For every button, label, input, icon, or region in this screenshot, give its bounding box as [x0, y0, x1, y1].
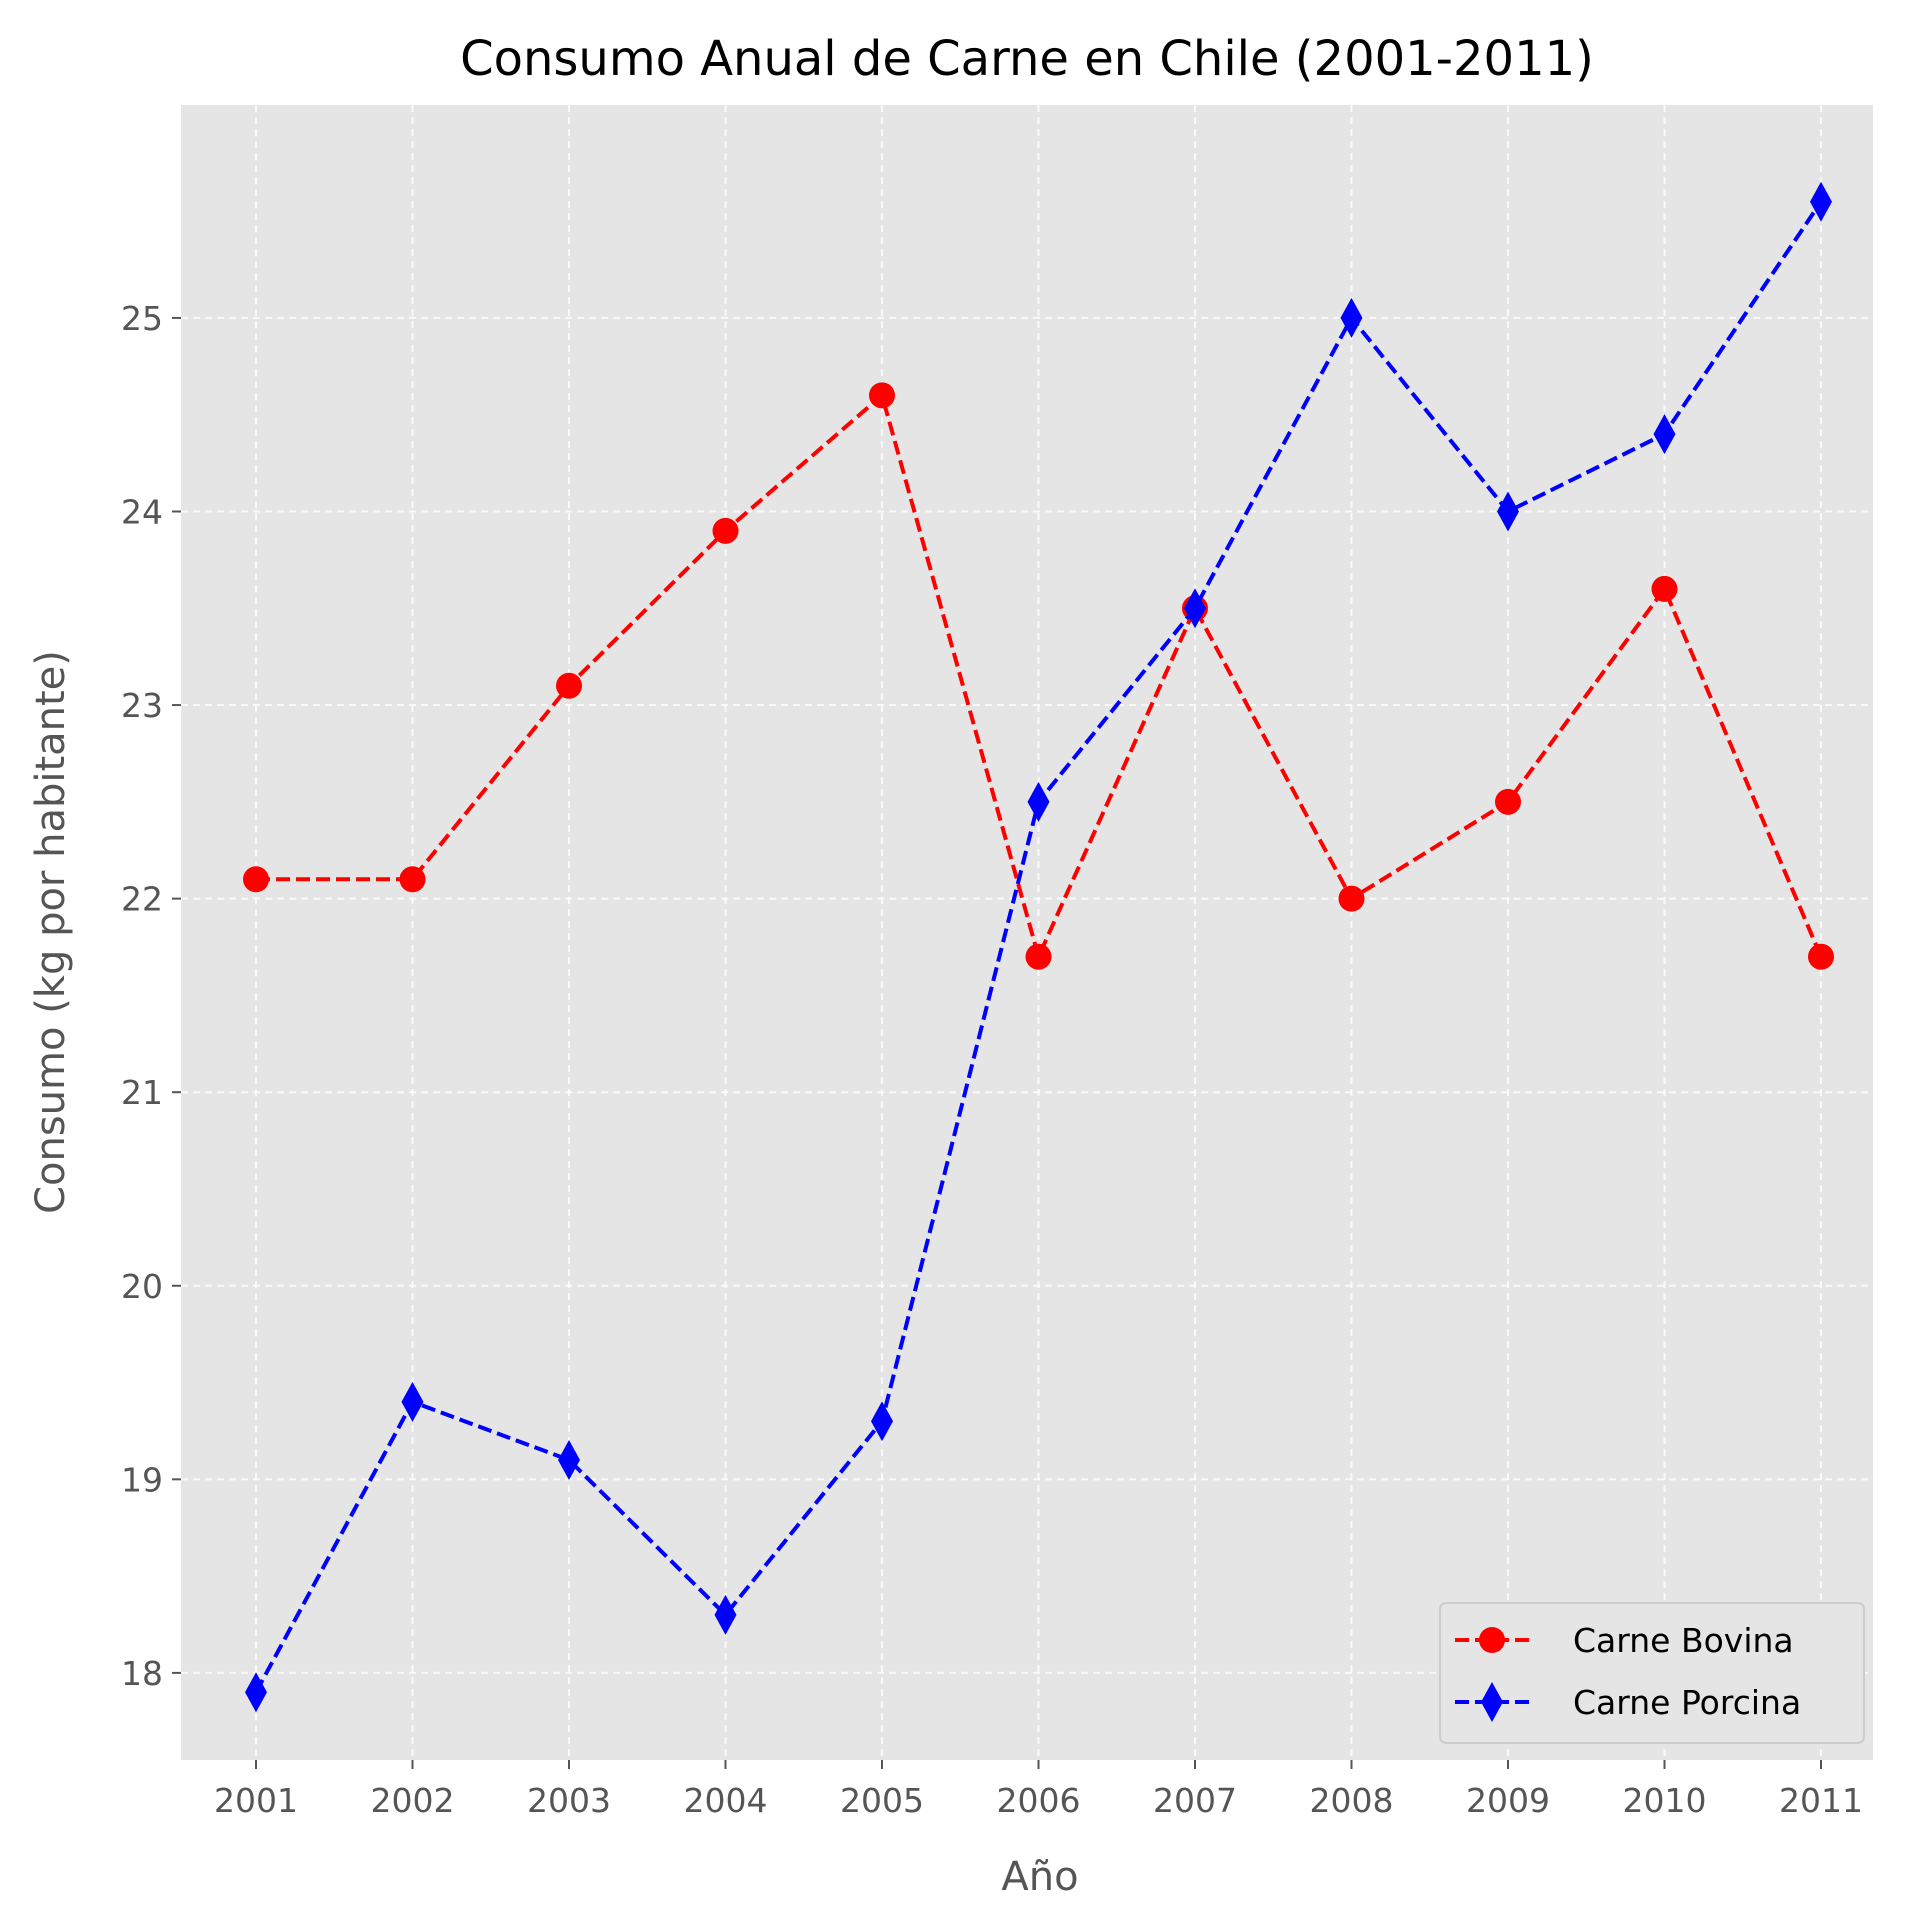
- x-tick-label: 2011: [1779, 1781, 1863, 1820]
- x-tick-label: 2007: [1153, 1781, 1237, 1820]
- y-tick-label: 19: [121, 1460, 163, 1499]
- plot-area: [181, 105, 1873, 1760]
- data-point-bovina: [869, 382, 895, 409]
- legend-label-bovina: Carne Bovina: [1573, 1621, 1794, 1660]
- x-tick-label: 2002: [371, 1781, 455, 1820]
- data-point-bovina: [243, 866, 269, 893]
- y-tick-label: 24: [121, 492, 163, 531]
- series-line-bovina: [256, 393, 1823, 959]
- x-axis-ticks: 2001 2002 2003 2004 2005 2006 2007 2008 2009 2010…: [214, 1760, 1863, 1820]
- data-point-porcina: [1027, 781, 1050, 822]
- x-tick-label: 2003: [527, 1781, 611, 1820]
- x-tick-label: 2005: [840, 1781, 924, 1820]
- legend-label-porcina: Carne Porcina: [1573, 1683, 1801, 1722]
- data-point-porcina: [558, 1439, 580, 1480]
- data-point-bovina: [1808, 943, 1834, 970]
- data-point-porcina: [1184, 588, 1206, 629]
- y-axis-ticks: 18 19 20 21 22 23 24 25: [121, 299, 181, 1693]
- data-point-porcina: [1497, 491, 1519, 532]
- y-tick-label: 20: [121, 1267, 163, 1306]
- data-point-bovina: [1651, 575, 1678, 602]
- data-point-bovina: [1338, 885, 1365, 912]
- y-tick-label: 25: [121, 299, 163, 338]
- legend: Carne Bovina Carne Porcina: [1439, 1602, 1865, 1744]
- data-point-porcina: [714, 1594, 737, 1635]
- data-point-porcina: [245, 1672, 267, 1713]
- y-tick-label: 23: [121, 686, 163, 725]
- data-point-bovina: [1495, 788, 1521, 815]
- x-tick-label: 2006: [997, 1781, 1081, 1820]
- x-tick-label: 2001: [214, 1781, 298, 1820]
- x-tick-label: 2008: [1310, 1781, 1394, 1820]
- data-point-porcina: [1810, 181, 1832, 222]
- y-tick-label: 22: [121, 880, 163, 919]
- data-point-porcina: [1340, 297, 1363, 338]
- y-tick-label: 18: [121, 1654, 163, 1693]
- y-axis-label: Consumo (kg por habitante): [28, 650, 74, 1214]
- x-tick-label: 2009: [1466, 1781, 1550, 1820]
- grid-lines: [181, 105, 1873, 1760]
- chart-title: Consumo Anual de Carne en Chile (2001-20…: [460, 31, 1594, 87]
- legend-box: [1439, 1602, 1865, 1744]
- x-axis-label: Año: [1001, 1854, 1078, 1900]
- data-point-bovina: [712, 517, 739, 544]
- data-point-bovina: [556, 672, 582, 699]
- legend-marker-porcina: [1481, 1682, 1503, 1722]
- series-lines: [243, 181, 1834, 1713]
- data-point-bovina: [1025, 943, 1052, 970]
- data-point-porcina: [871, 1401, 893, 1442]
- x-tick-label: 2010: [1623, 1781, 1707, 1820]
- data-point-porcina: [401, 1381, 424, 1422]
- x-tick-label: 2004: [684, 1781, 768, 1820]
- legend-marker-bovina: [1479, 1627, 1505, 1653]
- data-point-bovina: [399, 866, 426, 893]
- y-tick-label: 21: [121, 1073, 163, 1112]
- data-point-porcina: [1653, 414, 1676, 455]
